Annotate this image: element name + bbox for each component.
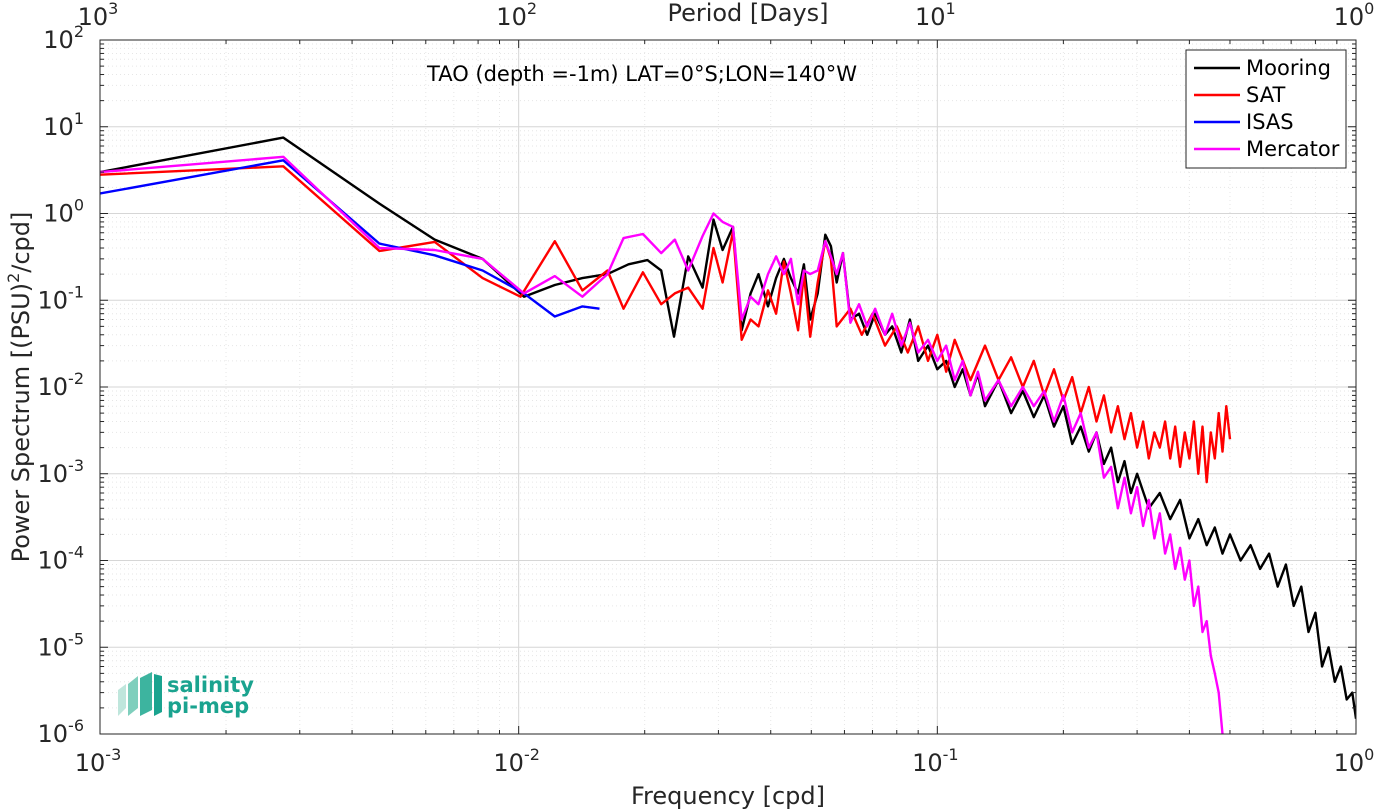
top-tick-label-base: 10	[1334, 3, 1365, 31]
logo-wave-1	[118, 684, 126, 716]
y-tick-label-exp: -6	[68, 716, 84, 735]
top-tick-label: 100	[1334, 0, 1375, 31]
y-tick-label-base: 10	[43, 26, 74, 54]
logo-text-line2: pi-mep	[167, 694, 249, 718]
top-tick-label-base: 10	[78, 3, 109, 31]
legend-label-mercator: Mercator	[1246, 137, 1340, 161]
y-tick-label-exp: -2	[68, 369, 84, 388]
x-tick-label-exp: -2	[524, 745, 540, 764]
y-tick-label-exp: -5	[68, 629, 84, 648]
y-tick-label-exp: 0	[74, 196, 84, 215]
x-tick-label-exp: -3	[105, 745, 121, 764]
x-tick-label: 10-3	[75, 745, 122, 777]
logo-wave-3	[140, 672, 152, 716]
x-tick-label-base: 10	[912, 749, 943, 777]
y-tick-label-exp: -4	[68, 543, 84, 562]
logo-wave-4	[154, 674, 162, 716]
legend-label-sat: SAT	[1246, 83, 1285, 107]
top-tick-label: 101	[915, 0, 956, 31]
salinity-pi-mep-logo: salinity pi-mep	[118, 672, 254, 718]
x-tick-label: 100	[1334, 745, 1375, 777]
y-tick-label-exp: -1	[68, 282, 84, 301]
y-tick-label: 102	[43, 22, 84, 54]
y-tick-label: 10-2	[38, 369, 85, 401]
top-tick-label-exp: 0	[1364, 0, 1374, 18]
y-axis-label-tail: /cpd]	[7, 212, 35, 273]
top-tick-label-exp: 2	[527, 0, 537, 18]
chart-annotation: TAO (depth =-1m) LAT=0°S;LON=140°W	[426, 62, 857, 86]
y-tick-label-base: 10	[43, 200, 74, 228]
top-tick-label-exp: 3	[108, 0, 118, 18]
x-tick-label-base: 10	[1334, 749, 1365, 777]
x-tick-label: 10-2	[493, 745, 540, 777]
top-tick-label: 102	[496, 0, 537, 31]
series-line-mercator	[100, 155, 1224, 734]
y-tick-label-exp: 1	[74, 109, 84, 128]
legend-label-mooring: Mooring	[1246, 56, 1331, 80]
y-tick-label: 10-5	[38, 629, 85, 661]
y-tick-label: 101	[43, 109, 84, 141]
y-tick-label-base: 10	[38, 633, 69, 661]
y-tick-label-base: 10	[43, 113, 74, 141]
legend: Mooring SAT ISAS Mercator	[1185, 49, 1347, 169]
logo-wave-2	[128, 676, 138, 716]
top-axis-label: Period [Days]	[667, 0, 828, 27]
plot-area	[100, 136, 1356, 734]
y-tick-label-exp: 2	[74, 22, 84, 41]
y-tick-label-base: 10	[38, 286, 69, 314]
y-tick-label-base: 10	[38, 547, 69, 575]
logo-text-line1: salinity	[167, 673, 254, 697]
x-tick-label-base: 10	[493, 749, 524, 777]
grid-lines	[99, 40, 1356, 735]
legend-label-isas: ISAS	[1246, 110, 1294, 134]
top-tick-label-exp: 1	[946, 0, 956, 18]
y-axis-label-sup: 2	[4, 273, 23, 283]
y-tick-label-base: 10	[38, 373, 69, 401]
y-tick-label: 10-6	[38, 716, 85, 748]
y-tick-label: 100	[43, 196, 84, 228]
series-group	[100, 136, 1356, 734]
x-tick-label: 10-1	[912, 745, 959, 777]
y-tick-label: 10-4	[38, 543, 85, 575]
y-tick-label-exp: -3	[68, 456, 84, 475]
x-tick-label-exp: 0	[1364, 745, 1374, 764]
y-tick-label: 10-3	[38, 456, 85, 488]
top-tick-label-base: 10	[496, 3, 527, 31]
x-axis-label: Frequency [cpd]	[631, 782, 825, 809]
y-axis-label: Power Spectrum [(PSU)2/cpd]	[4, 212, 35, 563]
y-tick-label-base: 10	[38, 460, 69, 488]
y-axis-label-main: Power Spectrum [(PSU)	[7, 283, 35, 562]
y-tick-label: 10-1	[38, 282, 85, 314]
top-tick-label: 103	[78, 0, 119, 31]
y-tick-label-base: 10	[38, 720, 69, 748]
x-tick-label-exp: -1	[943, 745, 959, 764]
top-tick-label-base: 10	[915, 3, 946, 31]
tick-marks	[99, 39, 1357, 735]
x-tick-label-base: 10	[75, 749, 106, 777]
